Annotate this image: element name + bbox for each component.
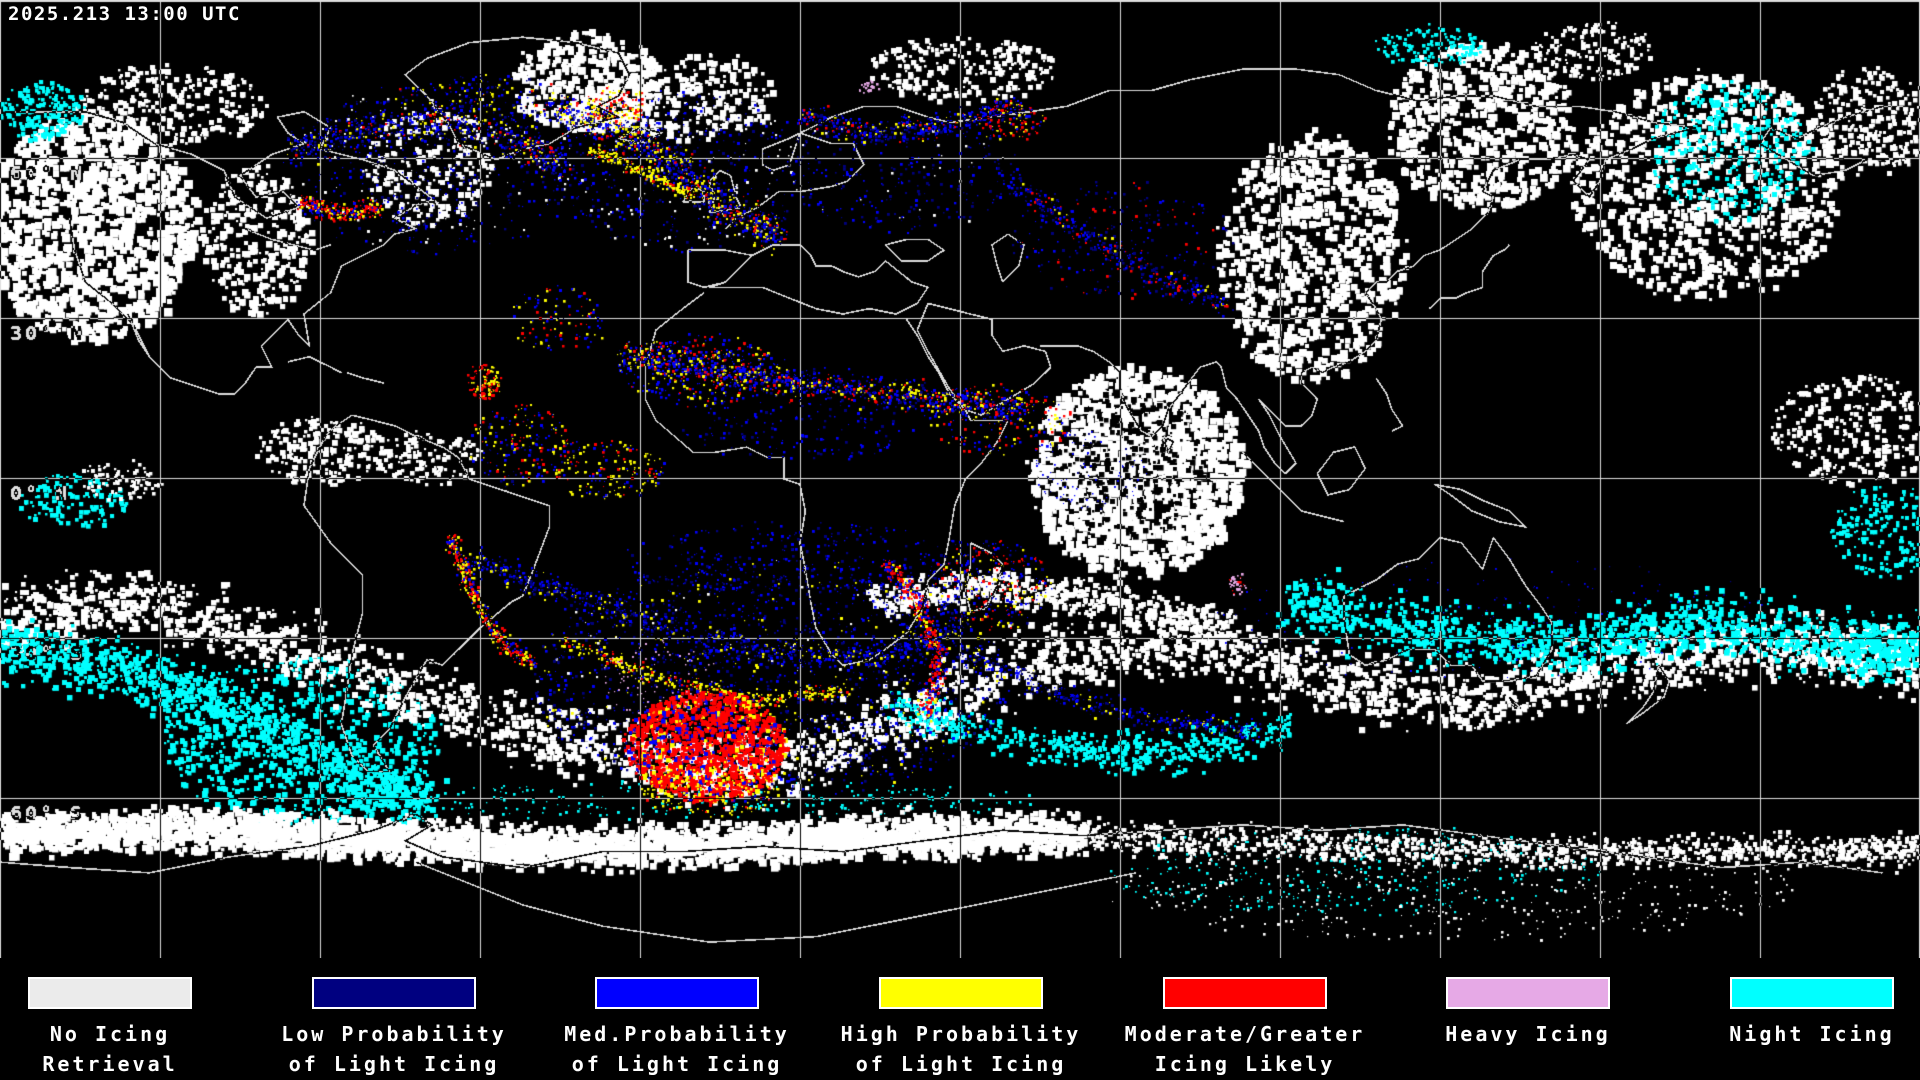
world-icing-map-canvas <box>0 0 1920 958</box>
legend-swatch <box>28 977 192 1009</box>
legend-label: High Probability of Light Icing <box>841 1019 1082 1079</box>
legend-swatch <box>1163 977 1327 1009</box>
legend-label-line: Heavy Icing <box>1445 1022 1611 1046</box>
legend-label-line: Low Probability <box>281 1022 507 1046</box>
legend-label: Moderate/Greater Icing Likely <box>1125 1019 1366 1079</box>
timestamp: 2025.213 13:00 UTC <box>8 3 241 25</box>
legend-label-line: Med.Probability <box>564 1022 790 1046</box>
legend-label-line: of Light Icing <box>855 1052 1067 1076</box>
legend-item: Moderate/Greater Icing Likely <box>1095 977 1395 1079</box>
legend-item: High Probability of Light Icing <box>811 977 1111 1079</box>
legend-label-line: of Light Icing <box>288 1052 500 1076</box>
legend-label: Night Icing <box>1729 1019 1894 1049</box>
map-area: 2025.213 13:00 UTC <box>0 0 1920 958</box>
legend-item: Heavy Icing <box>1378 977 1678 1049</box>
legend-label-line: Retrieval <box>42 1052 178 1076</box>
legend-label-line: No Icing <box>49 1022 171 1046</box>
legend-label: Low Probability of Light Icing <box>281 1019 507 1079</box>
legend-swatch <box>312 977 476 1009</box>
legend-label-line: High Probability <box>840 1022 1082 1046</box>
legend-item: Night Icing <box>1662 977 1920 1049</box>
legend-label-line: Night Icing <box>1729 1022 1895 1046</box>
legend-label: No Icing Retrieval <box>42 1019 177 1079</box>
legend-item: No Icing Retrieval <box>0 977 260 1079</box>
legend-label: Heavy Icing <box>1445 1019 1610 1049</box>
legend-item: Med.Probability of Light Icing <box>527 977 827 1079</box>
legend-swatch <box>879 977 1043 1009</box>
legend-item: Low Probability of Light Icing <box>244 977 544 1079</box>
legend-swatch <box>1446 977 1610 1009</box>
legend-label-line: Icing Likely <box>1154 1052 1336 1076</box>
legend-label: Med.Probability of Light Icing <box>564 1019 790 1079</box>
legend-swatch <box>1730 977 1894 1009</box>
legend-label-line: of Light Icing <box>571 1052 783 1076</box>
legend-swatch <box>595 977 759 1009</box>
legend-label-line: Moderate/Greater <box>1124 1022 1366 1046</box>
legend: No Icing Retrieval Low Probability of Light… <box>0 958 1920 1080</box>
